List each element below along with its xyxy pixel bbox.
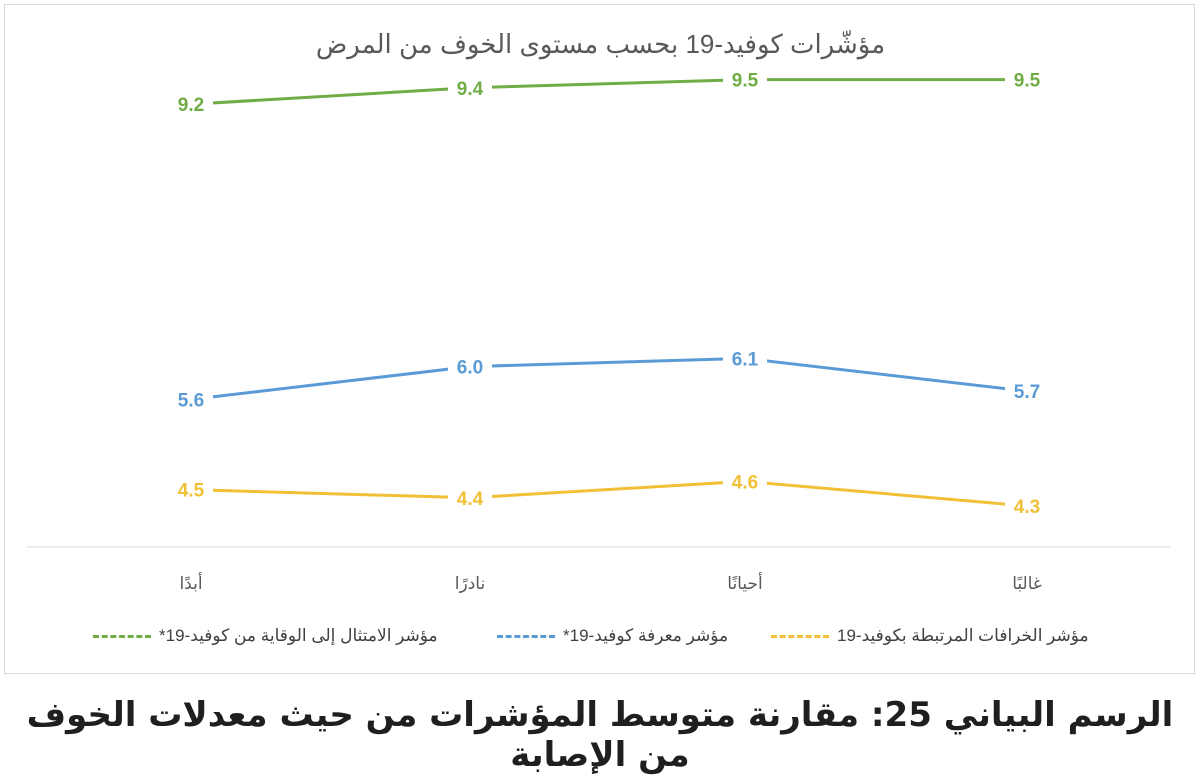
data-label-bg bbox=[448, 352, 492, 379]
data-label: 9.2 bbox=[178, 95, 204, 116]
chart-title: مؤشّرات كوفيد-19 بحسب مستوى الخوف من الم… bbox=[315, 29, 886, 59]
x-tick-label: أحيانًا bbox=[727, 572, 762, 594]
x-tick-label: غالبًا bbox=[1012, 574, 1042, 594]
data-label: 9.4 bbox=[457, 79, 484, 100]
data-label: 9.5 bbox=[1014, 71, 1041, 92]
series-line bbox=[190, 356, 1028, 401]
x-tick-label: نادرًا bbox=[455, 574, 485, 594]
legend-swatch-knowledge bbox=[497, 634, 555, 638]
data-label-bg bbox=[448, 73, 492, 100]
data-label-bg bbox=[723, 467, 767, 494]
legend-item-compliance: مؤشر الامتثال إلى الوقاية من كوفيد-19* bbox=[93, 623, 438, 649]
figure-caption: الرسم البياني 25: مقارنة متوسط المؤشرات … bbox=[26, 695, 1174, 775]
data-label-bg bbox=[448, 483, 492, 510]
line-chart: أبدًا نادرًا أحيانًا غالبًا 9.2 9.4 9.5 9.5 5.6 6… bbox=[27, 65, 1170, 594]
legend-label-knowledge: مؤشر معرفة كوفيد-19* bbox=[563, 626, 729, 645]
data-label: 9.5 bbox=[732, 71, 759, 92]
data-label-bg bbox=[1005, 65, 1049, 92]
data-label-bg bbox=[723, 344, 767, 371]
legend-label-compliance: مؤشر الامتثال إلى الوقاية من كوفيد-19* bbox=[159, 626, 438, 645]
data-label: 5.7 bbox=[1014, 382, 1040, 403]
chart-frame: مؤشّرات كوفيد-19 بحسب مستوى الخوف من الم… bbox=[4, 4, 1195, 674]
data-label: 4.6 bbox=[732, 472, 758, 493]
data-label: 4.3 bbox=[1014, 497, 1040, 518]
legend-item-knowledge: مؤشر معرفة كوفيد-19* bbox=[497, 623, 728, 649]
data-label-bg bbox=[723, 65, 767, 92]
data-label: 4.5 bbox=[178, 481, 205, 502]
data-label: 6.1 bbox=[732, 349, 759, 370]
data-label-bg bbox=[169, 475, 213, 502]
data-label: 4.4 bbox=[457, 489, 484, 510]
series-line bbox=[190, 78, 1027, 106]
series-line bbox=[190, 479, 1028, 508]
data-label-bg bbox=[169, 90, 213, 117]
data-label: 6.0 bbox=[457, 358, 483, 379]
legend-label-myths: مؤشر الخرافات المرتبطة بكوفيد-19 bbox=[837, 626, 1089, 645]
data-label: 5.6 bbox=[178, 390, 204, 411]
x-tick-label: أبدًا bbox=[179, 572, 202, 594]
data-label-bg bbox=[169, 385, 213, 412]
legend-item-myths: مؤشر الخرافات المرتبطة بكوفيد-19 bbox=[771, 623, 1089, 649]
legend-swatch-compliance bbox=[93, 634, 151, 638]
data-label-bg bbox=[1005, 377, 1049, 404]
legend-swatch-myths bbox=[771, 634, 829, 638]
data-label-bg bbox=[1005, 492, 1049, 518]
